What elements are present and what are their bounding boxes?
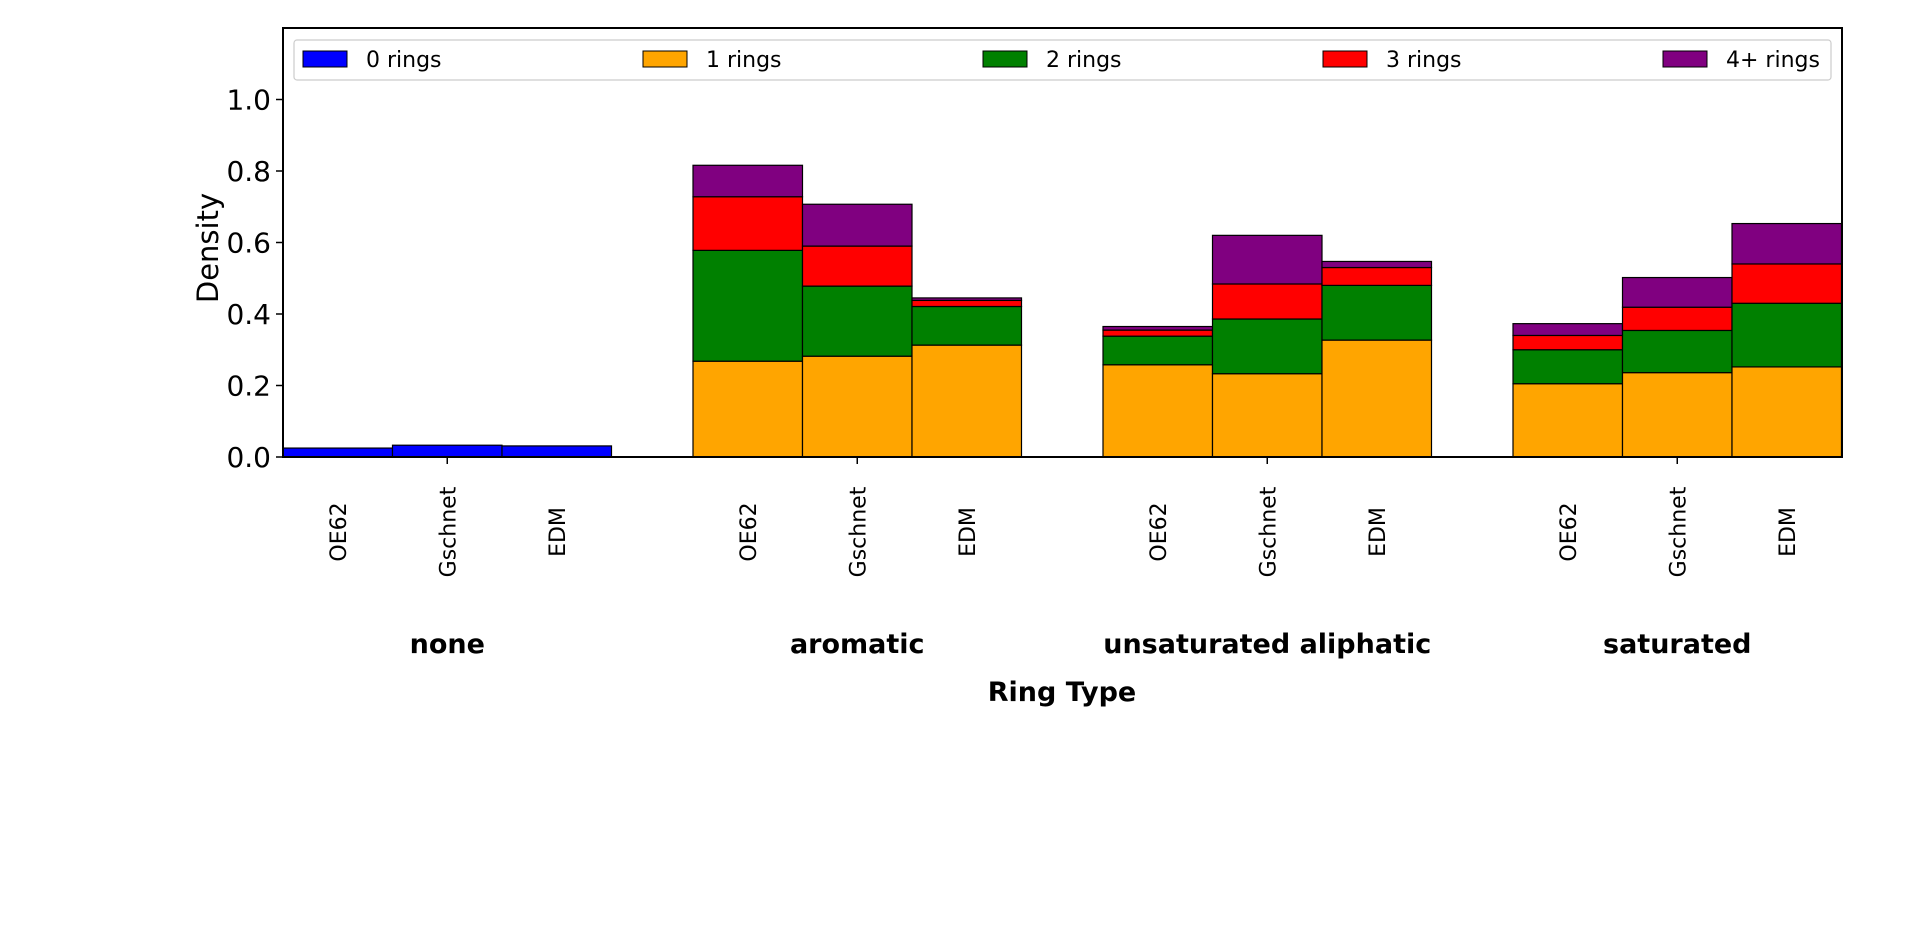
bar-segment-unsaturated-aliphatic-oe62-1	[1102, 364, 1214, 458]
bar-segment-saturated-gschnet-4	[1621, 276, 1733, 308]
legend-swatch	[1322, 50, 1368, 68]
bar-segment-aromatic-oe62-3	[692, 196, 804, 251]
category-label: Gschnet	[846, 486, 871, 577]
category-label: Gschnet	[1256, 486, 1281, 577]
category-label: OE62	[327, 502, 352, 561]
bar-segment-aromatic-gschnet-2	[801, 285, 913, 357]
legend-label: 0 rings	[366, 48, 442, 73]
bar-segment-aromatic-oe62-1	[692, 360, 804, 458]
x-axis: OE62 Gschnet EDM none OE62 Gschnet EDM aromatic…	[327, 457, 1801, 660]
legend-swatch	[642, 50, 688, 68]
bar-segment-unsaturated-aliphatic-gschnet-1	[1211, 373, 1323, 458]
plot-frame	[282, 27, 1843, 458]
category-label: OE62	[1147, 502, 1172, 561]
bar-segment-unsaturated-aliphatic-oe62-2	[1102, 335, 1214, 366]
bar-segment-aromatic-edm-2	[911, 305, 1023, 346]
y-tick-label: 0.4	[226, 298, 271, 331]
category-label: OE62	[737, 502, 762, 561]
category-label: EDM	[546, 507, 571, 557]
bar-segment-aromatic-oe62-2	[692, 249, 804, 362]
bar-segment-unsaturated-aliphatic-edm-2	[1321, 284, 1433, 341]
bar-segment-unsaturated-aliphatic-edm-4	[1321, 260, 1433, 269]
bar-segment-saturated-edm-2	[1731, 302, 1843, 368]
legend-label: 4+ rings	[1726, 48, 1820, 73]
y-tick-label: 0.8	[226, 155, 271, 188]
bar-segment-none-gschnet-0	[391, 444, 503, 458]
bar-segment-unsaturated-aliphatic-gschnet-3	[1211, 283, 1323, 320]
bar-segment-saturated-oe62-3	[1512, 334, 1624, 351]
category-label: Gschnet	[1666, 486, 1691, 577]
legend: 0 rings 1 rings 2 rings 3 rings 4+ rings	[293, 39, 1832, 81]
legend-box	[293, 39, 1832, 81]
bar-segment-saturated-gschnet-3	[1621, 306, 1733, 332]
bar-segment-none-oe62-0	[282, 447, 394, 458]
y-tick-label: 0.2	[226, 370, 271, 403]
y-tick-label: 0.0	[226, 441, 271, 474]
y-tick-label: 1.0	[226, 84, 271, 117]
bar-segment-saturated-oe62-1	[1512, 383, 1624, 458]
x-axis-label: Ring Type	[988, 677, 1136, 708]
bar-segment-saturated-oe62-2	[1512, 349, 1624, 385]
bar-segment-aromatic-edm-3	[911, 299, 1023, 308]
legend-label: 2 rings	[1046, 48, 1122, 73]
bar-segment-saturated-gschnet-1	[1621, 372, 1733, 458]
bar-segment-aromatic-gschnet-4	[801, 203, 913, 247]
bar-segment-unsaturated-aliphatic-oe62-3	[1102, 329, 1214, 337]
legend-swatch	[982, 50, 1028, 68]
bar-segment-unsaturated-aliphatic-edm-1	[1321, 339, 1433, 458]
bar-segment-aromatic-gschnet-1	[801, 355, 913, 458]
legend-swatch	[1662, 50, 1708, 68]
category-label: OE62	[1557, 502, 1582, 561]
bar-segment-aromatic-oe62-4	[692, 164, 804, 198]
bar-segment-aromatic-edm-4	[911, 297, 1023, 302]
bar-segment-unsaturated-aliphatic-gschnet-4	[1211, 234, 1323, 285]
bar-segment-saturated-gschnet-2	[1621, 329, 1733, 374]
y-axis: 0.0 0.2 0.4 0.6 0.8 1.0	[226, 84, 283, 474]
bar-segment-unsaturated-aliphatic-gschnet-2	[1211, 318, 1323, 375]
bar-segment-aromatic-gschnet-3	[801, 245, 913, 287]
bar-segment-saturated-edm-4	[1731, 222, 1843, 265]
group-label: aromatic	[790, 629, 925, 660]
category-label: EDM	[1776, 507, 1801, 557]
group-label: unsaturated aliphatic	[1103, 629, 1431, 660]
y-axis-label: Density	[191, 193, 225, 303]
category-label: Gschnet	[436, 486, 461, 577]
bar-segment-unsaturated-aliphatic-oe62-4	[1102, 325, 1214, 331]
bar-segment-saturated-oe62-4	[1512, 323, 1624, 337]
bar-segment-none-edm-0	[501, 445, 613, 458]
legend-label: 3 rings	[1386, 48, 1462, 73]
group-label: saturated	[1603, 629, 1752, 660]
bar-segment-saturated-edm-3	[1731, 263, 1843, 304]
category-label: EDM	[956, 507, 981, 557]
bar-segment-aromatic-edm-1	[911, 344, 1023, 458]
bars-layer	[282, 164, 1843, 458]
y-tick-label: 0.6	[226, 227, 271, 260]
legend-label: 1 rings	[706, 48, 782, 73]
bar-segment-saturated-edm-1	[1731, 366, 1843, 458]
legend-swatch	[302, 50, 348, 68]
bar-segment-unsaturated-aliphatic-edm-3	[1321, 266, 1433, 286]
group-label: none	[410, 629, 485, 660]
category-label: EDM	[1366, 507, 1391, 557]
